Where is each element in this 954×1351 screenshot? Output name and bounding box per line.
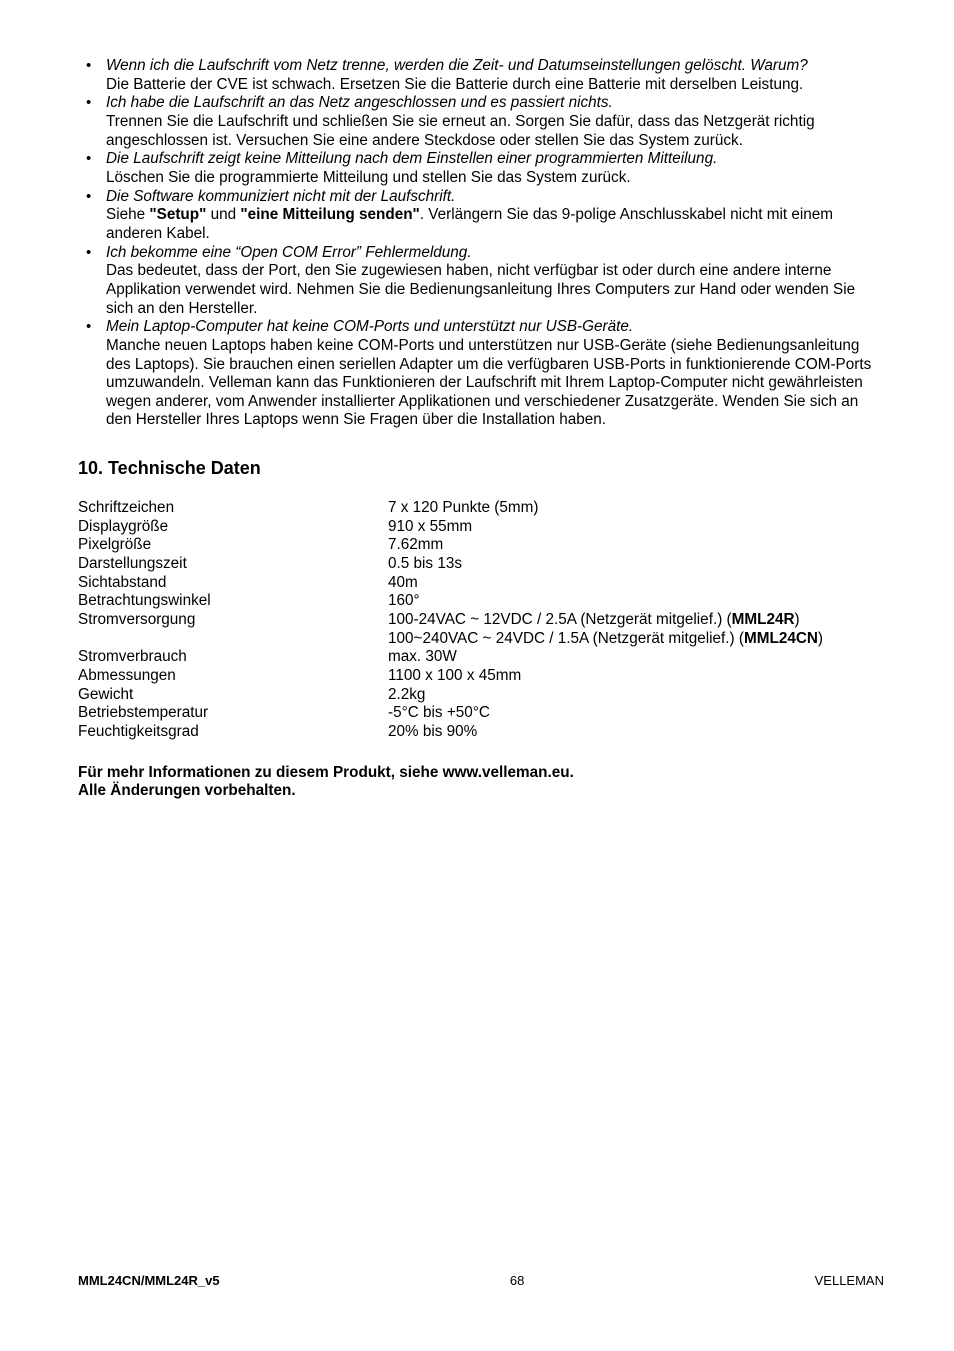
spec-row: Stromverbrauchmax. 30W [78,648,884,667]
spec-label: Gewicht [78,686,388,705]
faq-answer-part: Manche neuen Laptops haben keine COM-Por… [106,337,871,429]
spec-row: Feuchtigkeitsgrad20% bis 90% [78,723,884,742]
closing-line: Alle Änderungen vorbehalten. [78,782,884,801]
faq-answer-part: Trennen Sie die Laufschrift und schließe… [106,113,815,149]
spec-row: Sichtabstand40m [78,574,884,593]
spec-value: 160° [388,592,884,611]
faq-answer-part: Die Batterie der CVE ist schwach. Ersetz… [106,76,803,93]
spec-label: Darstellungszeit [78,555,388,574]
page-footer: MML24CN/MML24R_v5 68 VELLEMAN [78,1273,884,1288]
faq-question: Die Laufschrift zeigt keine Mitteilung n… [106,150,717,167]
spec-label [78,630,388,649]
footer-left: MML24CN/MML24R_v5 [78,1273,220,1288]
closing-text: Für mehr Informationen zu diesem Produkt… [78,764,884,801]
spec-row: Displaygröße910 x 55mm [78,518,884,537]
faq-item: Die Laufschrift zeigt keine Mitteilung n… [78,150,884,187]
spec-label: Pixelgröße [78,536,388,555]
spec-row: Betrachtungswinkel160° [78,592,884,611]
spec-row: Darstellungszeit0.5 bis 13s [78,555,884,574]
specs-table: Schriftzeichen7 x 120 Punkte (5mm)Displa… [78,499,884,742]
spec-label: Schriftzeichen [78,499,388,518]
section-heading: 10. Technische Daten [78,458,884,479]
spec-label: Stromverbrauch [78,648,388,667]
faq-answer-part: Löschen Sie die programmierte Mitteilung… [106,169,631,186]
spec-value: 910 x 55mm [388,518,884,537]
spec-label: Stromversorgung [78,611,388,630]
faq-answer-part: Siehe [106,206,149,223]
spec-value: 0.5 bis 13s [388,555,884,574]
faq-item: Ich habe die Laufschrift an das Netz ang… [78,94,884,150]
faq-question: Wenn ich die Laufschrift vom Netz trenne… [106,57,808,74]
spec-value: 100~240VAC ~ 24VDC / 1.5A (Netzgerät mit… [388,630,884,649]
spec-row: 100~240VAC ~ 24VDC / 1.5A (Netzgerät mit… [78,630,884,649]
spec-row: Betriebstemperatur-5°C bis +50°C [78,704,884,723]
spec-value: -5°C bis +50°C [388,704,884,723]
faq-question: Ich habe die Laufschrift an das Netz ang… [106,94,613,111]
faq-item: Wenn ich die Laufschrift vom Netz trenne… [78,57,884,94]
spec-label: Abmessungen [78,667,388,686]
spec-row: Pixelgröße7.62mm [78,536,884,555]
spec-row: Gewicht2.2kg [78,686,884,705]
spec-row: Schriftzeichen7 x 120 Punkte (5mm) [78,499,884,518]
faq-answer-part: Das bedeutet, dass der Port, den Sie zug… [106,262,855,316]
spec-label: Feuchtigkeitsgrad [78,723,388,742]
faq-item: Mein Laptop-Computer hat keine COM-Ports… [78,318,884,430]
spec-value: 20% bis 90% [388,723,884,742]
faq-answer-part: "Setup" [149,206,206,223]
spec-value: 40m [388,574,884,593]
closing-line: Für mehr Informationen zu diesem Produkt… [78,764,884,783]
spec-value: 100-24VAC ~ 12VDC / 2.5A (Netzgerät mitg… [388,611,884,630]
spec-label: Betrachtungswinkel [78,592,388,611]
faq-question: Die Software kommuniziert nicht mit der … [106,188,455,205]
faq-list: Wenn ich die Laufschrift vom Netz trenne… [78,57,884,430]
spec-label: Displaygröße [78,518,388,537]
spec-value: max. 30W [388,648,884,667]
spec-value: 1100 x 100 x 45mm [388,667,884,686]
spec-value: 7.62mm [388,536,884,555]
faq-answer-part: "eine Mitteilung senden" [240,206,419,223]
faq-question: Ich bekomme eine “Open COM Error” Fehler… [106,244,472,261]
spec-value: 7 x 120 Punkte (5mm) [388,499,884,518]
spec-row: Abmessungen1100 x 100 x 45mm [78,667,884,686]
footer-right: VELLEMAN [815,1273,884,1288]
footer-center: 68 [510,1273,524,1288]
spec-value: 2.2kg [388,686,884,705]
spec-label: Betriebstemperatur [78,704,388,723]
faq-item: Ich bekomme eine “Open COM Error” Fehler… [78,244,884,319]
spec-row: Stromversorgung100-24VAC ~ 12VDC / 2.5A … [78,611,884,630]
faq-question: Mein Laptop-Computer hat keine COM-Ports… [106,318,633,335]
faq-item: Die Software kommuniziert nicht mit der … [78,188,884,244]
spec-label: Sichtabstand [78,574,388,593]
faq-answer-part: und [206,206,240,223]
